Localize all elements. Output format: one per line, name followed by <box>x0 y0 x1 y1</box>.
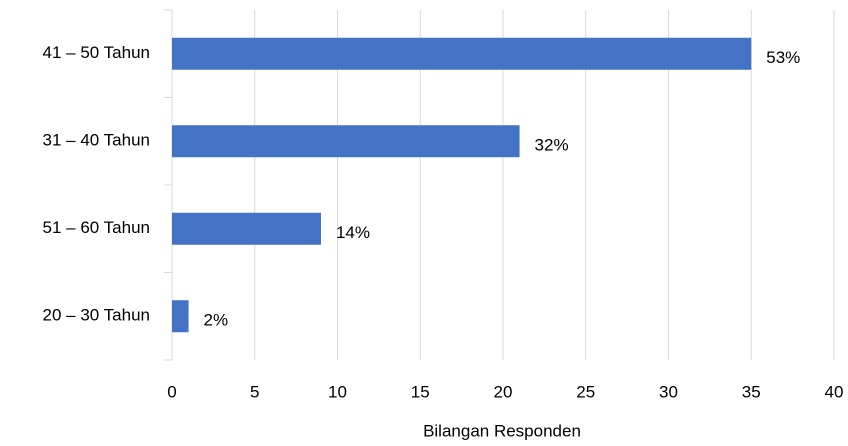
data-label: 2% <box>204 311 229 330</box>
data-label: 32% <box>535 136 569 155</box>
y-tick-label: 41 – 50 Tahun <box>43 43 150 62</box>
x-tick-label: 20 <box>494 382 513 401</box>
bar <box>172 300 189 333</box>
y-tick-label: 31 – 40 Tahun <box>43 131 150 150</box>
x-tick-label: 10 <box>328 382 347 401</box>
data-label: 14% <box>336 223 370 242</box>
x-tick-label: 0 <box>167 382 176 401</box>
x-tick-label: 25 <box>576 382 595 401</box>
bar <box>172 125 520 158</box>
y-tick-label: 20 – 30 Tahun <box>43 306 150 325</box>
x-tick-label: 40 <box>825 382 844 401</box>
x-tick-label: 5 <box>250 382 259 401</box>
y-tick-label: 51 – 60 Tahun <box>43 218 150 237</box>
x-axis-title: Bilangan Responden <box>423 421 581 440</box>
bar <box>172 37 752 70</box>
bar <box>172 212 321 245</box>
data-label: 53% <box>766 48 800 67</box>
x-tick-label: 30 <box>659 382 678 401</box>
x-tick-label: 35 <box>742 382 761 401</box>
x-tick-label: 15 <box>411 382 430 401</box>
